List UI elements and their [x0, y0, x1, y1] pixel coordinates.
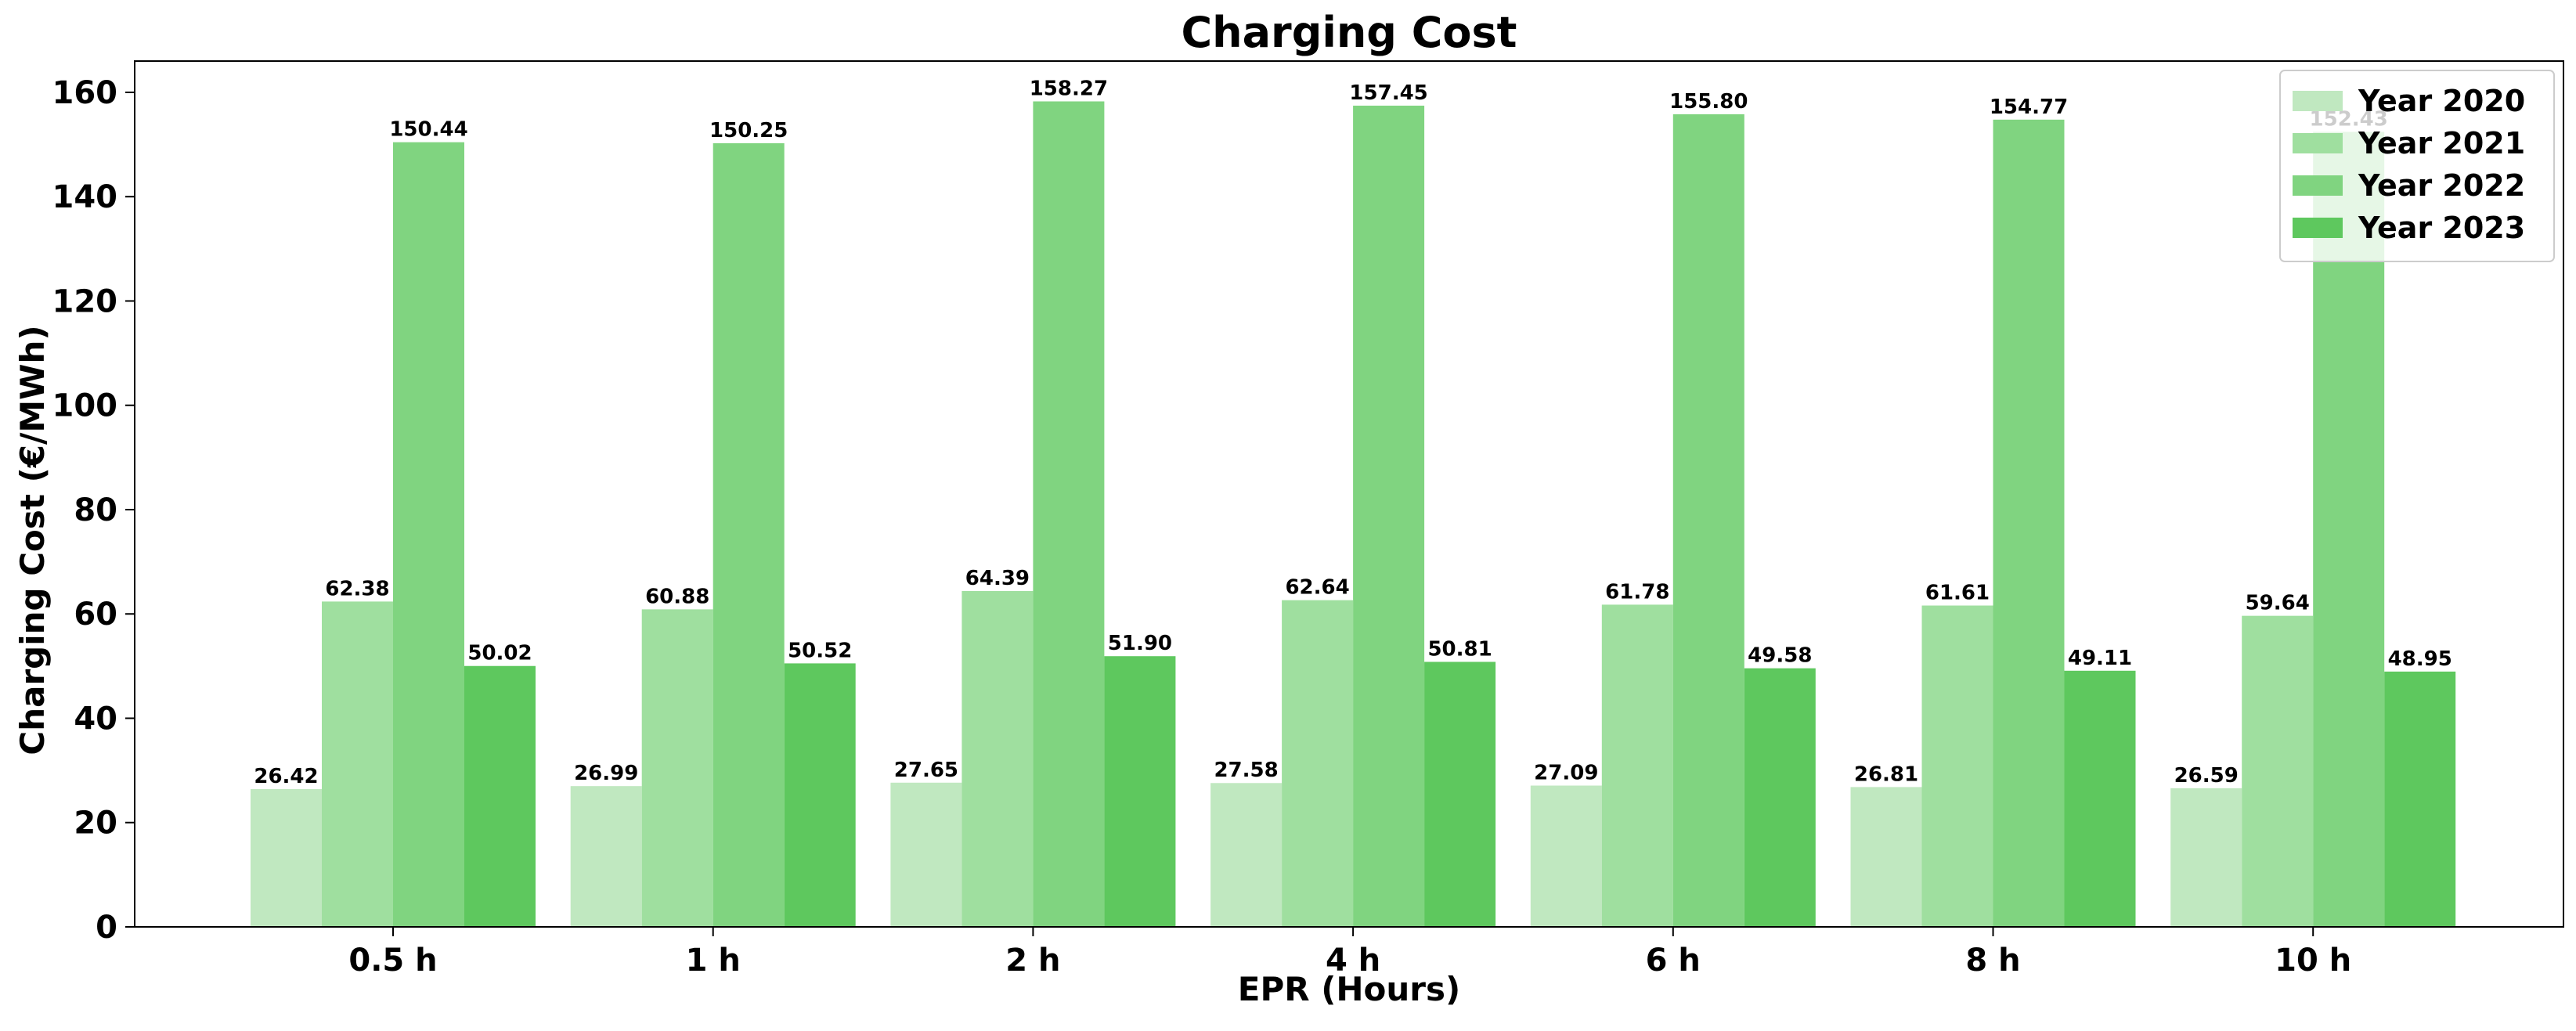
bar	[2170, 788, 2242, 927]
bar-value-label: 155.80	[1669, 90, 1748, 114]
x-axis-label: EPR (Hours)	[1238, 970, 1460, 1008]
bar	[1424, 661, 1496, 927]
bar-value-label: 59.64	[2246, 592, 2310, 615]
bar-value-label: 61.61	[1925, 582, 1990, 605]
legend-swatch	[2293, 91, 2343, 111]
bar-value-label: 150.25	[709, 119, 788, 142]
bar	[1282, 600, 1354, 927]
bar-value-label: 62.38	[325, 577, 389, 600]
y-tick-label: 160	[52, 75, 118, 111]
bar	[1850, 787, 1922, 927]
x-axis: 0.5 h 1 h 2 h 4 h 6 h 8 h 10 h	[348, 927, 2351, 979]
bar	[2313, 132, 2385, 927]
bar	[1672, 114, 1744, 928]
y-tick-label: 0	[96, 910, 117, 946]
bar-value-label: 26.42	[254, 765, 318, 788]
bars-layer	[251, 101, 2456, 928]
bar-value-label: 50.52	[788, 639, 852, 662]
legend-swatch	[2293, 133, 2343, 153]
bar-value-label: 48.95	[2388, 647, 2452, 671]
x-tick-label: 0.5 h	[348, 943, 437, 979]
legend-label: Year 2020	[2358, 84, 2525, 118]
y-tick-label: 60	[74, 597, 117, 633]
y-axis-label: Charging Cost (€/MWh)	[13, 325, 52, 755]
legend-label: Year 2022	[2358, 168, 2525, 203]
bar	[2064, 670, 2136, 927]
bar	[1353, 105, 1425, 927]
bar	[961, 590, 1034, 927]
chart-title: Charging Cost	[1182, 8, 1517, 57]
bar-value-label: 50.02	[467, 642, 532, 665]
bar-value-label: 27.09	[1534, 762, 1598, 785]
y-tick-label: 40	[74, 701, 117, 737]
bar	[1104, 656, 1176, 927]
bar	[1744, 668, 1816, 927]
x-tick-label: 4 h	[1326, 943, 1380, 979]
bar	[713, 142, 785, 927]
legend-label: Year 2021	[2358, 126, 2525, 160]
bar-value-label: 62.64	[1285, 576, 1349, 600]
bar	[464, 665, 536, 927]
x-tick-label: 2 h	[1005, 943, 1060, 979]
bar-value-label: 26.59	[2174, 764, 2239, 788]
bar	[1210, 783, 1283, 927]
x-tick-label: 10 h	[2275, 943, 2351, 979]
bar-value-label: 49.58	[1748, 644, 1812, 668]
bar-value-label: 51.90	[1108, 632, 1172, 655]
y-axis: 0 20 40 60 80 100 120 140 160	[52, 75, 135, 946]
bar	[641, 609, 713, 927]
bar-value-label: 157.45	[1349, 81, 1427, 105]
bar-value-label: 50.81	[1427, 637, 1492, 661]
y-tick-label: 120	[52, 283, 118, 319]
x-tick-label: 8 h	[1965, 943, 2020, 979]
bar-value-label: 158.27	[1030, 78, 1108, 101]
bar-value-label: 26.81	[1854, 762, 1918, 786]
bar-value-label: 27.65	[894, 759, 958, 782]
bar-value-label: 154.77	[1990, 96, 2068, 119]
bar-value-label: 26.99	[574, 762, 638, 785]
y-tick-label: 140	[52, 179, 118, 215]
bar	[784, 663, 856, 927]
legend-swatch	[2293, 218, 2343, 238]
bar	[251, 788, 322, 927]
bar	[1921, 605, 1993, 927]
x-tick-label: 6 h	[1646, 943, 1701, 979]
legend-box	[2279, 70, 2555, 262]
bar	[1601, 604, 1673, 927]
legend: Year 2020 Year 2021 Year 2022 Year 2023	[2279, 70, 2555, 262]
bar-value-label: 60.88	[645, 585, 709, 608]
bar	[1530, 785, 1602, 927]
bar-value-label: 27.58	[1214, 759, 1278, 782]
bar	[2384, 671, 2456, 927]
y-tick-label: 100	[52, 388, 118, 424]
y-tick-label: 20	[74, 806, 117, 842]
bar	[570, 786, 642, 927]
bar	[2242, 615, 2314, 927]
bar	[890, 782, 962, 927]
bar	[1993, 119, 2065, 928]
bar-value-label: 49.11	[2068, 647, 2132, 670]
y-tick-label: 80	[74, 492, 117, 528]
legend-swatch	[2293, 175, 2343, 196]
bar	[393, 142, 464, 927]
bar	[1033, 101, 1105, 927]
legend-label: Year 2023	[2358, 211, 2525, 245]
bar-value-label: 64.39	[965, 567, 1030, 590]
x-tick-label: 1 h	[686, 943, 741, 979]
bar-value-labels: 26.42 26.99 27.65 27.58 27.09 26.81 26.59 62.38…	[254, 78, 2452, 788]
bar-value-label: 61.78	[1605, 580, 1669, 604]
bar-value-label: 150.44	[389, 118, 467, 142]
plot-frame	[134, 60, 2564, 928]
bar	[322, 601, 393, 927]
